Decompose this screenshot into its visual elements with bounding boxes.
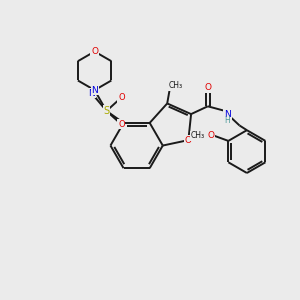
Text: H: H (225, 116, 230, 125)
Text: O: O (204, 83, 211, 92)
Text: S: S (103, 106, 109, 116)
Text: O: O (118, 93, 125, 102)
Text: O: O (91, 47, 98, 56)
Text: CH₃: CH₃ (191, 131, 205, 140)
Text: O: O (207, 131, 214, 140)
Text: CH₃: CH₃ (168, 81, 182, 90)
Text: N: N (91, 86, 98, 95)
Text: O: O (118, 119, 125, 128)
Text: N: N (88, 88, 95, 98)
Text: O: O (185, 136, 192, 145)
Text: N: N (224, 110, 231, 119)
